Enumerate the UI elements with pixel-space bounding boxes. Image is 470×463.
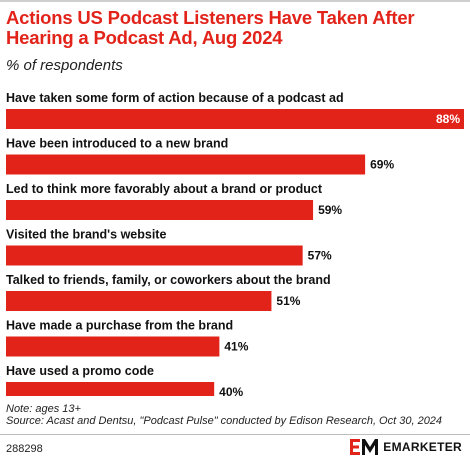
bar <box>6 154 366 175</box>
bar <box>6 336 220 357</box>
value-label: 40% <box>219 385 243 396</box>
chart-title: Actions US Podcast Listeners Have Taken … <box>6 7 415 48</box>
bar <box>6 109 464 129</box>
value-label: 69% <box>370 158 394 172</box>
value-label: 57% <box>308 249 332 263</box>
note-text: Note: ages 13+ <box>6 403 81 415</box>
bar <box>6 382 215 396</box>
bar <box>6 245 303 266</box>
bar <box>6 291 272 311</box>
category-label: Visited the brand's website <box>6 228 166 242</box>
category-label: Have used a promo code <box>6 364 154 378</box>
category-label: Have made a purchase from the brand <box>6 319 233 333</box>
footer-divider <box>0 434 470 435</box>
chart-id: 288298 <box>6 443 43 455</box>
category-label: Have been introduced to a new brand <box>6 137 228 151</box>
brand-name: EMARKETER <box>383 440 462 454</box>
brand: EMARKETER <box>350 438 462 456</box>
value-label: 88% <box>436 112 460 126</box>
emarketer-logo-icon <box>350 439 379 455</box>
bar-chart: Have taken some form of action because o… <box>6 91 464 396</box>
chart-subtitle: % of respondents <box>6 57 123 74</box>
value-label: 41% <box>224 340 248 354</box>
source-text: Source: Acast and Dentsu, "Podcast Pulse… <box>6 415 443 427</box>
top-rule <box>0 0 470 2</box>
category-label: Led to think more favorably about a bran… <box>6 182 323 196</box>
footnote: Note: ages 13+ Source: Acast and Dentsu,… <box>6 403 442 427</box>
value-label: 59% <box>318 203 342 217</box>
value-label: 51% <box>276 294 300 308</box>
bar <box>6 200 314 220</box>
category-label: Have taken some form of action because o… <box>6 91 344 105</box>
category-label: Talked to friends, family, or coworkers … <box>6 273 331 287</box>
